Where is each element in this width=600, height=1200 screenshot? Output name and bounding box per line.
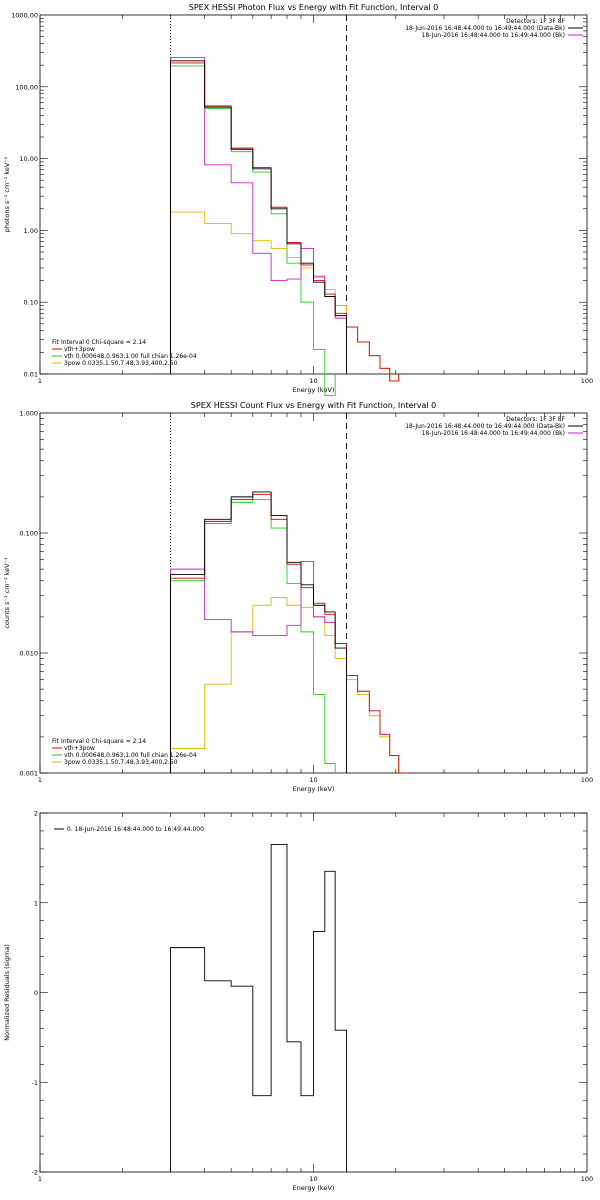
legend-bottom-entry: 3pow 0.0335,1.50,7.48,3.93,400,2.50 [64, 360, 178, 367]
y-tick-label: 0.100 [19, 530, 38, 538]
legend-bottom-entry: vth 0.000648,0.963,1.00 full chian 1.26e… [64, 752, 197, 759]
y-tick-label: 0 [34, 989, 38, 997]
legend-bottom-entry: vth+3pow [64, 346, 95, 353]
y-tick-label: 1.000 [19, 410, 38, 418]
legend-bottom-entry: vth 0.000648,0.963,1.00 full chian 1.26e… [64, 353, 197, 360]
y-tick-label: 1 [34, 899, 38, 907]
legend-top-entry: 18-Jun-2016 16:48:44.000 to 16:49:44.000… [422, 32, 565, 39]
series-vth-3pow [170, 62, 400, 382]
y-tick-label: 0.01 [24, 371, 38, 379]
x-axis-label: Energy (keV) [293, 386, 335, 394]
y-tick-label: 2 [34, 810, 38, 818]
y-tick-label: 0.10 [24, 299, 38, 307]
x-tick-label: 10 [309, 776, 317, 784]
y-tick-label: 0.010 [19, 650, 38, 658]
legend-top-entry: 18-Jun-2016 16:48:44.000 to 16:49:44.000… [422, 430, 565, 437]
y-tick-label: 0.001 [19, 770, 38, 778]
legend-bottom-entry: Fit Interval 0 Chi-square = 2.14 [52, 738, 146, 745]
series-vth [170, 65, 336, 397]
y-tick-label: -1 [32, 1079, 38, 1087]
y-axis-label: Normalized Residuals (sigma) [3, 944, 11, 1041]
series-vth-3pow [170, 493, 408, 774]
series-residuals [170, 843, 347, 1172]
x-tick-label: 10 [309, 1175, 317, 1183]
chart-panel-1: SPEX HESSI Photon Flux vs Energy with Fi… [3, 3, 593, 397]
legend-bottom-entry: Fit Interval 0 Chi-square = 2.14 [52, 339, 146, 346]
series-data-bk [170, 60, 347, 374]
series-bk [170, 57, 347, 374]
x-tick-label: 100 [581, 776, 593, 784]
y-tick-label: -2 [32, 1169, 38, 1177]
y-axis-label: photons s⁻¹ cm⁻² keV⁻¹ [3, 156, 11, 232]
legend-top-entry: Detectors: 1F 3F 8F [506, 18, 565, 25]
series-vth [170, 499, 336, 773]
series-3pow [170, 597, 408, 774]
legend-top-entry: 18-Jun-2016 16:48:44.000 to 16:49:44.000… [405, 25, 565, 32]
x-tick-label: 1 [38, 377, 42, 385]
legend-bottom-entry: 3pow 0.0335,1.50,7.48,3.93,400,2.50 [64, 759, 178, 766]
x-tick-label: 1 [38, 1175, 42, 1183]
x-tick-label: 100 [581, 377, 593, 385]
chart-title: SPEX HESSI Count Flux vs Energy with Fit… [191, 401, 436, 410]
series-3pow [170, 211, 400, 382]
y-tick-label: 1.00 [24, 227, 38, 235]
chart-panel-3: 1 10 100 Energy (keV) -2 -1 0 1 2 Normalized Resi… [3, 810, 593, 1193]
x-tick-label: 10 [309, 377, 317, 385]
legend-top-entry: 18-Jun-2016 16:48:44.000 to 16:49:44.000… [405, 423, 565, 430]
legend-residual-entry: 0. 18-Jun-2016 16:48:44.000 to 16:49:44.… [67, 826, 204, 833]
y-axis-label: counts s⁻¹ cm⁻² keV⁻¹ [3, 557, 11, 629]
y-tick-label: 1000.00 [11, 12, 38, 20]
x-axis-label: Energy (keV) [293, 1184, 335, 1192]
series-data-bk [170, 491, 347, 773]
x-axis-label: Energy (keV) [293, 785, 335, 793]
legend-top-entry: Detectors: 1F 3F 8F [506, 416, 565, 423]
x-tick-label: 100 [581, 1175, 593, 1183]
y-tick-label: 100.00 [15, 83, 38, 91]
x-tick-label: 1 [38, 776, 42, 784]
series-bk [170, 560, 347, 773]
chart-title: SPEX HESSI Photon Flux vs Energy with Fi… [189, 3, 439, 12]
y-tick-label: 10.00 [19, 155, 38, 163]
legend-bottom-entry: vth+3pow [64, 745, 95, 752]
chart-panel-2: SPEX HESSI Count Flux vs Energy with Fit… [3, 401, 593, 793]
